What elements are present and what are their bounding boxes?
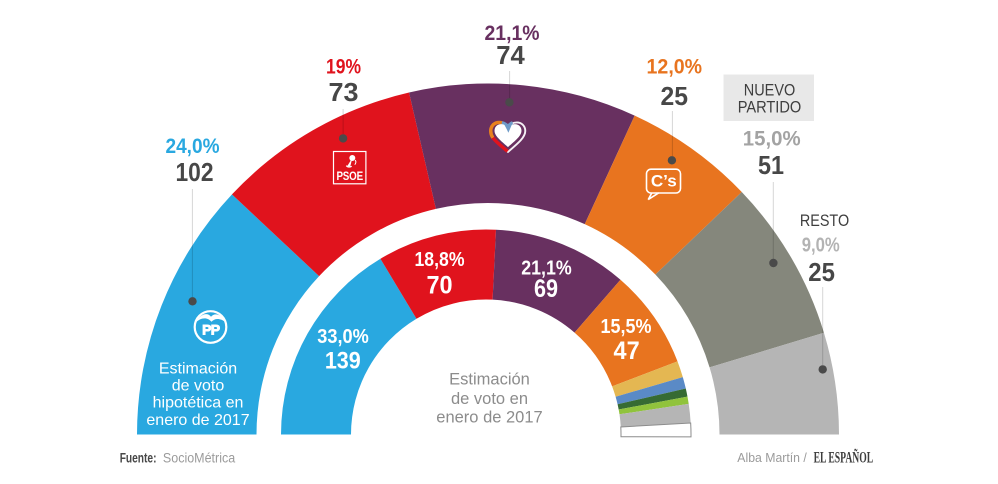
svg-text:70: 70 xyxy=(426,271,452,299)
svg-text:139: 139 xyxy=(325,347,361,374)
svg-text:enero de 2017: enero de 2017 xyxy=(436,408,542,426)
svg-text:Estimación: Estimación xyxy=(449,370,530,388)
svg-text:Estimación: Estimación xyxy=(159,360,237,377)
svg-text:24,0%: 24,0% xyxy=(166,135,220,158)
svg-text:25: 25 xyxy=(808,257,835,287)
svg-text:de voto en: de voto en xyxy=(451,390,528,408)
svg-text:PSOE: PSOE xyxy=(336,169,363,183)
svg-text:47: 47 xyxy=(614,337,640,365)
svg-text:25: 25 xyxy=(661,81,689,111)
svg-text:Fuente:: Fuente: xyxy=(120,450,157,466)
svg-text:33,0%: 33,0% xyxy=(317,326,369,348)
svg-text:EL ESPAÑOL: EL ESPAÑOL xyxy=(814,449,874,467)
svg-text:C’s: C’s xyxy=(651,173,677,191)
svg-text:18,8%: 18,8% xyxy=(415,249,465,271)
svg-text:102: 102 xyxy=(176,157,214,187)
svg-text:NUEVO: NUEVO xyxy=(744,82,796,100)
svg-text:SocioMétrica: SocioMétrica xyxy=(163,451,236,466)
svg-text:Alba Martín /: Alba Martín / xyxy=(737,450,807,465)
svg-text:21,1%: 21,1% xyxy=(485,22,540,45)
svg-text:hipotética en: hipotética en xyxy=(153,395,244,412)
svg-text:PARTIDO: PARTIDO xyxy=(738,99,802,117)
svg-text:19%: 19% xyxy=(326,56,361,79)
svg-text:73: 73 xyxy=(329,77,359,107)
svg-text:RESTO: RESTO xyxy=(800,212,849,230)
svg-text:74: 74 xyxy=(496,40,525,70)
svg-text:enero de 2017: enero de 2017 xyxy=(146,412,249,429)
svg-text:12,0%: 12,0% xyxy=(647,56,703,79)
svg-text:51: 51 xyxy=(758,150,784,180)
svg-text:15,5%: 15,5% xyxy=(601,316,652,338)
svg-text:de voto: de voto xyxy=(172,378,225,395)
svg-text:69: 69 xyxy=(534,275,558,303)
svg-text:PP: PP xyxy=(202,322,220,338)
svg-text:15,0%: 15,0% xyxy=(743,128,801,151)
svg-text:9,0%: 9,0% xyxy=(802,234,840,256)
svg-text:21,1%: 21,1% xyxy=(521,257,572,279)
